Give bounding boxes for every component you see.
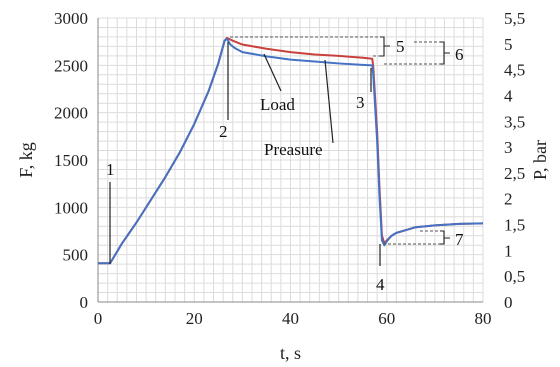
axes: 0 20 40 60 80 0 500 1000 1500 2000 2500 3000 0 0,5 1 1,… — [16, 9, 550, 363]
load-leader — [263, 53, 282, 92]
y-axis-right-label: P, bar — [530, 140, 550, 180]
series-line-pressure — [98, 37, 484, 265]
y-right-tick-label: 4 — [504, 86, 513, 105]
y-right-tick-label: 4,5 — [504, 61, 525, 80]
annotation-7-brace — [440, 230, 450, 245]
y-right-tick-label: 3,5 — [504, 112, 525, 131]
y-right-tick-label: 0 — [504, 293, 513, 312]
y-left-tick-label: 500 — [63, 246, 89, 265]
y-axis-left-label: F, kg — [16, 142, 36, 178]
x-tick-label: 20 — [186, 309, 203, 328]
annotation-4-label: 4 — [376, 275, 385, 294]
y-right-tick-label: 3 — [504, 138, 513, 157]
y-left-tick-label: 3000 — [54, 9, 88, 28]
grid — [97, 17, 484, 303]
x-tick-label: 0 — [94, 309, 103, 328]
annotation-1-label: 1 — [106, 160, 115, 179]
pressure-label: Preasure — [264, 140, 323, 159]
y-left-tick-label: 2000 — [54, 104, 88, 123]
y-right-tick-label: 5,5 — [504, 9, 525, 28]
y-left-tick-label: 1500 — [54, 151, 88, 170]
series-layer — [98, 36, 484, 265]
x-tick-label: 60 — [378, 309, 395, 328]
annotation-6-brace — [440, 41, 450, 65]
y-left-tick-label: 2500 — [54, 56, 88, 75]
annotation-6-label: 6 — [455, 45, 464, 64]
y-left-tick-label: 1000 — [54, 198, 88, 217]
annotation-5-brace — [380, 36, 390, 57]
load-label: Load — [260, 95, 295, 114]
annotations: 1 2 3 4 Load Preasure 5 6 7 — [106, 36, 464, 294]
y-right-tick-label: 0,5 — [504, 267, 525, 286]
annotation-2-label: 2 — [219, 122, 228, 141]
annotation-5-label: 5 — [396, 37, 405, 56]
annotation-7-label: 7 — [455, 230, 464, 249]
x-axis-label: t, s — [280, 343, 301, 363]
y-right-tick-label: 2 — [504, 190, 513, 209]
annotation-3-label: 3 — [356, 93, 365, 112]
y-left-tick-label: 0 — [80, 293, 89, 312]
y-right-tick-label: 2,5 — [504, 164, 525, 183]
x-tick-label: 40 — [282, 309, 299, 328]
x-tick-label: 80 — [475, 309, 492, 328]
y-right-tick-label: 1 — [504, 241, 513, 260]
y-right-tick-label: 1,5 — [504, 216, 525, 235]
pressure-leader — [324, 59, 334, 144]
y-right-tick-label: 5 — [504, 35, 513, 54]
